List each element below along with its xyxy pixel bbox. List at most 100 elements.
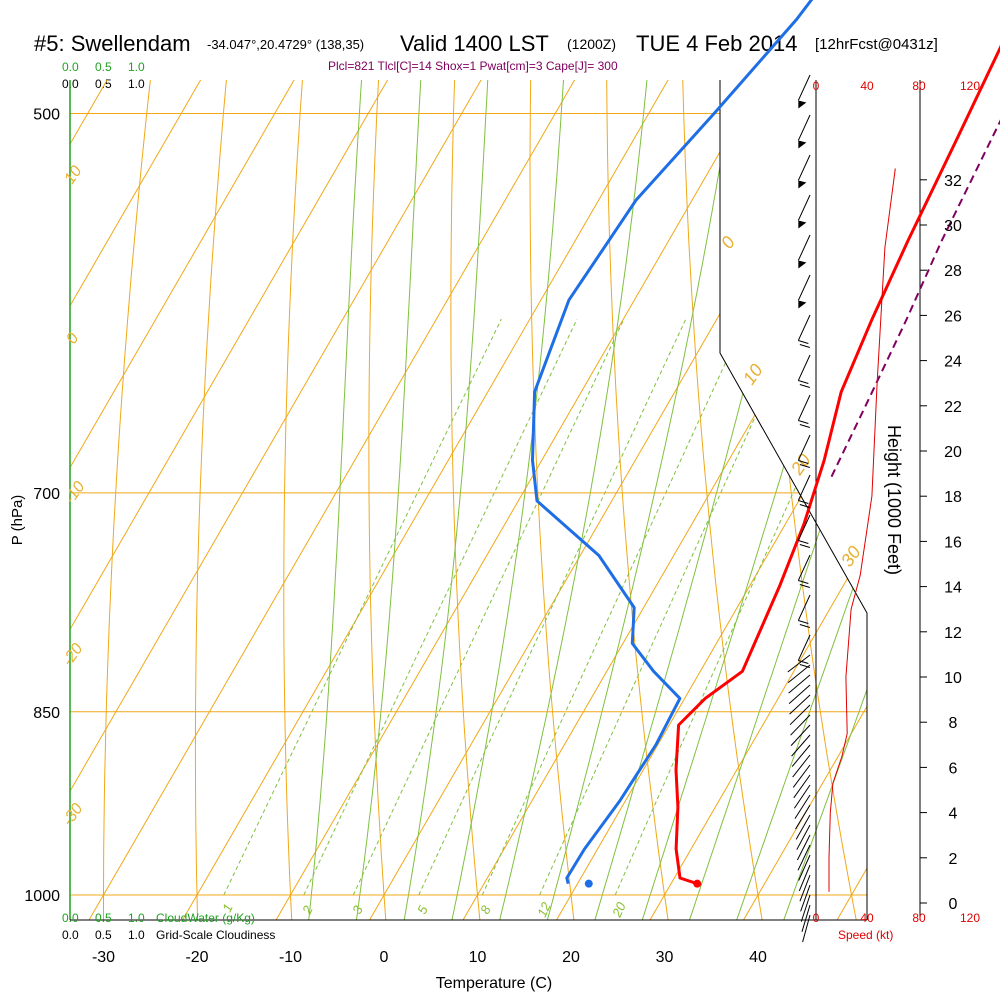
wind-barb-feather: [798, 619, 809, 624]
mixing-ratio-label: 2: [299, 903, 316, 917]
cw-scale-top-2: 1.0: [128, 60, 145, 74]
moist-adiabat-line: [725, 80, 867, 920]
moist-adiabat-line: [351, 80, 498, 920]
moist-adiabat-line: [492, 80, 707, 920]
isotherm-line: [70, 80, 380, 920]
isotherm-line: [831, 80, 867, 920]
mixing-ratio-line: [614, 318, 867, 896]
x-tick-label: 20: [562, 949, 580, 966]
height-tick-label: 8: [949, 715, 958, 732]
isotherm-line: [70, 80, 286, 920]
isobar-lines: [70, 113, 867, 896]
isotherm-line: [70, 80, 847, 920]
wind-barb: [799, 874, 811, 902]
cw-scale-bottom-1: 0.5: [95, 911, 112, 925]
isotherm-line: [83, 80, 867, 920]
isotherm-line: [926, 0, 1000, 928]
isotherm-lines: [70, 0, 1000, 939]
height-tick-label: 18: [944, 489, 962, 506]
isotherm-line: [70, 80, 567, 920]
wind-barb: [788, 674, 811, 694]
bottom-cloud-legend: 0.0 0.5 1.0 CloudWater (g/Kg) 0.0 0.5 1.…: [62, 911, 275, 942]
surface-dewpoint-marker: [584, 879, 593, 888]
dry-adiabat-line: [889, 0, 1000, 939]
wind-barb-feather: [799, 343, 810, 348]
wind-barb: [797, 594, 811, 621]
wind-barb: [797, 194, 811, 221]
speed-tick-label-top: 40: [860, 79, 874, 93]
isotherm-line: [738, 80, 867, 920]
wind-barb: [789, 694, 811, 715]
wind-barb: [798, 854, 811, 881]
plot-frame: [69, 80, 921, 921]
dewpoint-series-line: [531, 0, 814, 885]
wind-barb: [797, 514, 811, 541]
wind-barb-feather: [799, 423, 810, 428]
moist-adiabat-line: [445, 80, 624, 920]
right-frame-edge: [719, 80, 868, 920]
stability-indices: Plcl=821 Tlcl[C]=14 Shox=1 Pwat[cm]=3 Ca…: [328, 59, 618, 73]
cloud-scale-bottom-2: 1.0: [128, 928, 145, 942]
cloud-scale-top-1: 0.5: [95, 77, 112, 91]
wind-barb: [801, 904, 811, 932]
wind-barb: [797, 234, 811, 261]
mixing-ratio-label: 5: [414, 903, 431, 917]
wind-barb: [795, 804, 811, 830]
isotherm-line: [70, 80, 867, 920]
isotherm-label: -20: [59, 641, 86, 670]
isotherm-label: 0: [63, 330, 82, 347]
wind-barb: [793, 774, 811, 799]
moist-adiabat-line: [772, 80, 867, 920]
wind-speed-line: [828, 168, 896, 892]
x-tick-label: 40: [749, 949, 767, 966]
isotherm-line: [551, 80, 867, 920]
utc-time: (1200Z): [567, 36, 616, 52]
wind-barb-feather: [798, 539, 809, 544]
wind-barb: [797, 434, 811, 461]
x-tick-label: 30: [656, 949, 674, 966]
wind-barb: [797, 74, 811, 101]
wind-barb: [797, 314, 811, 341]
speed-tick-label-bottom: 80: [912, 911, 926, 925]
mixing-ratio-lines: [223, 80, 867, 920]
wind-barb: [796, 824, 811, 850]
wind-barb: [787, 654, 811, 673]
wind-barb: [800, 884, 811, 912]
pressure-axis: 2503004005007008501000: [24, 107, 60, 905]
cloud-scale-top-2: 1.0: [128, 77, 145, 91]
mixing-ratio-line: [539, 318, 801, 896]
x-tick-label: 10: [469, 949, 487, 966]
wind-barb: [797, 554, 811, 581]
wind-barb-feather: [799, 383, 810, 388]
height-tick-label: 20: [944, 444, 962, 461]
wind-barb-feather: [799, 583, 810, 588]
cloud-scale-bottom-0: 0.0: [62, 928, 79, 942]
isotherm-label: 30: [837, 542, 865, 570]
height-tick-label: 30: [944, 218, 962, 235]
wind-barb: [802, 914, 811, 943]
wind-barb: [792, 754, 811, 778]
speed-tick-label-top: 120: [960, 79, 980, 93]
wind-barb: [797, 154, 811, 181]
wind-barb: [790, 724, 811, 746]
height-tick-label: 0: [949, 896, 958, 913]
cw-scale-bottom-2: 1.0: [128, 911, 145, 925]
pressure-tick-label: 700: [33, 486, 60, 503]
wind-barb-feather: [798, 379, 809, 384]
speed-tick-label-top: 80: [912, 79, 926, 93]
moist-adiabat-line: [538, 80, 809, 920]
wind-barb-feather: [799, 463, 810, 468]
wind-barb: [795, 814, 811, 840]
isotherm-label: 10: [61, 163, 85, 187]
wind-barb-flag: [798, 140, 807, 149]
dry-adiabat-line: [450, 80, 522, 920]
mixing-ratio-line: [418, 318, 687, 896]
y-axis-label: P (hPa): [9, 495, 26, 546]
wind-barb: [791, 734, 811, 757]
dry-adiabat-line: [103, 80, 273, 920]
x-axis-label: Temperature (C): [436, 975, 552, 992]
wind-barb-flag: [798, 180, 807, 189]
